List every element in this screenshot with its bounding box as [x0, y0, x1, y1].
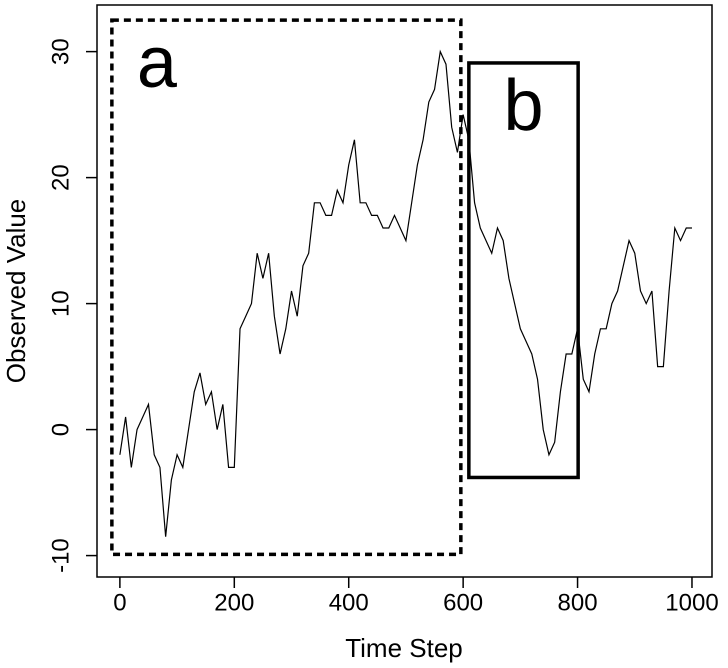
y-tick-label: 10: [47, 290, 74, 317]
x-tick-label: 800: [558, 589, 598, 616]
y-tick-label: 20: [47, 164, 74, 191]
x-tick-label: 1000: [665, 589, 718, 616]
annotation-box: [467, 61, 580, 480]
x-tick-label: 0: [113, 589, 126, 616]
y-tick-label: 0: [47, 423, 74, 436]
y-axis-title: Observed Value: [1, 199, 31, 384]
x-axis-title: Time Step: [345, 633, 463, 663]
x-tick-label: 200: [214, 589, 254, 616]
annotation-box: [110, 18, 463, 557]
y-tick-label: 30: [47, 38, 74, 65]
annotation-label: a: [137, 23, 178, 103]
x-tick-label: 600: [443, 589, 483, 616]
series-line: [119, 49, 692, 537]
y-tick-label: -10: [47, 538, 74, 573]
plot-frame: [96, 4, 713, 578]
x-tick-label: 400: [329, 589, 369, 616]
annotation-label: b: [503, 66, 543, 146]
